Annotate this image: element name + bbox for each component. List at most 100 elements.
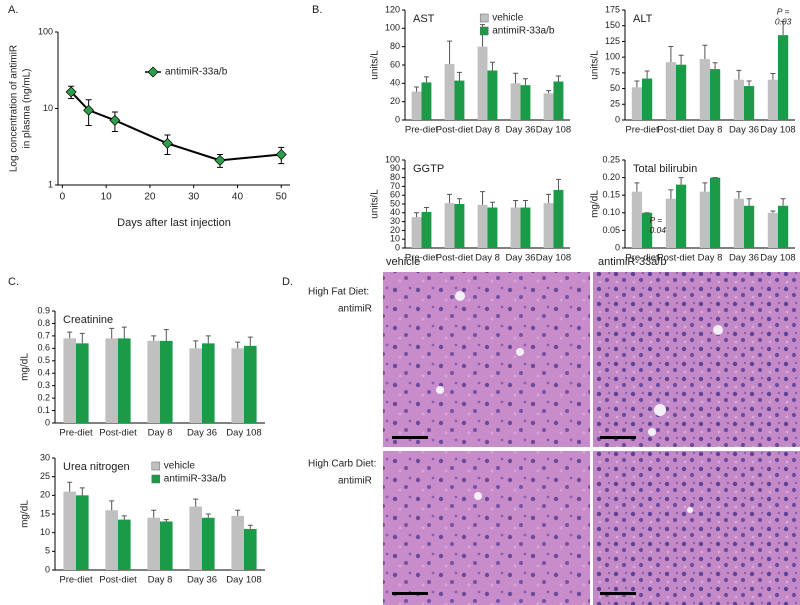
bar (487, 70, 498, 120)
bar (710, 69, 721, 120)
y-axis-label: units/L (590, 50, 601, 80)
y-tick-label: 0.2 (37, 392, 50, 402)
error-bar (555, 178, 561, 190)
error-bar (668, 189, 674, 199)
error-bar (480, 191, 486, 205)
error-bar (121, 515, 127, 520)
y-tick-label: 80 (390, 41, 400, 51)
x-tick-label: Day 8 (698, 253, 723, 264)
chart-title: Total bilirubin (633, 163, 697, 175)
y-tick-label: 20 (390, 225, 400, 235)
error-bar (447, 40, 453, 65)
bar (421, 211, 432, 248)
histology: vehicle antimiR-33a/b High Fat Diet: ant… (308, 256, 800, 605)
micrograph (593, 451, 800, 605)
bar (63, 491, 76, 570)
bar (118, 519, 131, 570)
error-bar (79, 332, 85, 344)
y-axis-label: units/L (370, 50, 381, 80)
error-bar (414, 212, 420, 218)
error-bar (736, 191, 742, 199)
y-tick-label: 100 (385, 23, 400, 33)
y-tick-label: 25 (40, 471, 50, 481)
error-bar (447, 193, 453, 204)
row-label: High Fat Diet: (308, 287, 369, 298)
x-tick-label: Day 8 (475, 125, 500, 136)
marker (161, 137, 173, 149)
error-bar (644, 70, 650, 79)
error-bar (193, 340, 199, 349)
bar (202, 517, 215, 570)
error-bar (678, 54, 684, 65)
x-tick-label: Day 36 (187, 575, 217, 586)
y-axis-label: Log concentration of antimiR (9, 45, 20, 172)
bar (63, 338, 76, 423)
error-bar (67, 331, 73, 339)
legend-swatch (151, 474, 161, 484)
chart-title: ALT (633, 13, 653, 25)
x-tick-label: Post-diet (99, 575, 137, 586)
chart-title: Urea nitrogen (63, 461, 130, 473)
x-tick-label: 30 (188, 192, 200, 203)
error-bar (109, 327, 115, 339)
bar (767, 212, 778, 248)
y-axis-label: units/L (370, 189, 381, 219)
micrograph (383, 272, 590, 447)
bar (244, 345, 257, 423)
x-tick-label: Post-diet (99, 428, 137, 439)
annotation: 0.04 (649, 225, 666, 235)
y-tick-label: 15 (40, 508, 50, 518)
micrograph (383, 451, 590, 605)
x-tick-label: Day 8 (698, 125, 723, 136)
y-tick-label: 40 (390, 207, 400, 217)
bar (510, 83, 521, 120)
y-axis-label: mg/dL (20, 500, 31, 528)
bar (733, 79, 744, 120)
error-bar (746, 80, 752, 87)
x-tick-label: 50 (276, 192, 288, 203)
legend-label: antimiR-33a/b (165, 67, 228, 78)
bar (665, 198, 676, 248)
y-tick-label: 0.8 (37, 318, 50, 328)
vacuole (687, 507, 693, 513)
x-tick-label: Day 108 (760, 125, 795, 136)
bar (631, 87, 642, 120)
bar (744, 86, 755, 120)
row-label: antimiR (338, 476, 372, 487)
x-tick-label: Post-diet (436, 253, 474, 264)
bar (665, 62, 676, 120)
y-axis-label: in plasma (ng/mL) (22, 68, 33, 148)
y-tick-label: 0.05 (602, 225, 620, 235)
vacuole (516, 348, 524, 356)
y-tick-label: 10 (390, 234, 400, 244)
error-bar (780, 198, 786, 206)
bar (631, 191, 642, 248)
error-bar (163, 519, 169, 522)
legend-label: antimiR-33a/b (164, 474, 227, 485)
vacuole (648, 428, 656, 436)
y-tick-label: 0.20 (602, 172, 620, 182)
bar (778, 205, 789, 248)
bar (543, 93, 554, 120)
error-bar (513, 199, 519, 208)
error-bar (736, 69, 742, 80)
x-tick-label: Day 36 (729, 125, 759, 136)
y-tick-label: 30 (40, 452, 50, 462)
error-bar (770, 210, 776, 213)
vacuole (455, 291, 465, 301)
x-tick-label: Day 36 (505, 253, 535, 264)
bar (477, 204, 488, 248)
error-bar (109, 500, 115, 511)
y-tick-label: 0.1 (37, 405, 50, 415)
annotation: P = (649, 215, 662, 225)
error-bar (634, 80, 640, 88)
y-axis-label: mg/dL (20, 353, 31, 381)
y-tick-label: 80 (390, 172, 400, 182)
bar (477, 46, 488, 120)
legend-swatch (479, 26, 489, 36)
row-label: antimiR (338, 304, 372, 315)
y-tick-label: 0.10 (602, 207, 620, 217)
legend-label: antimiR-33a/b (492, 26, 555, 37)
y-tick-label: 70 (390, 181, 400, 191)
y-tick-label: 20 (390, 96, 400, 106)
